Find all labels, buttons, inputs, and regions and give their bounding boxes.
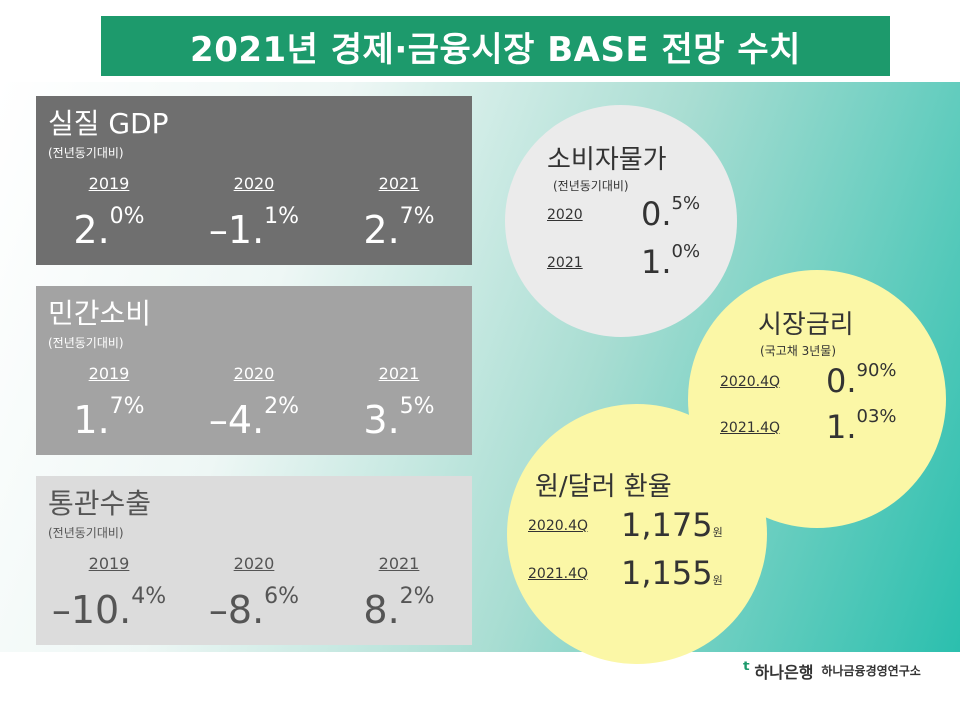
value: –10.4% [51, 584, 167, 632]
value: –8.6% [208, 584, 300, 632]
panel-subtitle: (전년동기대비) [48, 526, 124, 540]
value: 0.5% [641, 193, 701, 233]
value: 1,155원 [621, 554, 723, 592]
year-label: 2021.4Q [720, 420, 781, 436]
circle-title: 소비자물가 [547, 145, 667, 175]
year-label: 2021 [378, 364, 420, 383]
hana-logo-icon: ᵗ [742, 658, 751, 683]
brand-name: 하나은행 [754, 662, 814, 682]
year-label: 2020.4Q [720, 374, 781, 390]
year-label: 2020 [233, 364, 275, 383]
value: 2.7% [363, 204, 435, 252]
page-title: 2021년 경제·금융시장 BASE 전망 수치 [190, 29, 801, 70]
value: 1.7% [73, 394, 145, 442]
value: –1.1% [208, 204, 300, 252]
footer-logo: ᵗ 하나은행 하나금융경영연구소 [742, 658, 921, 683]
panel-title: 통관수출 [48, 487, 152, 520]
year-label: 2019 [88, 554, 130, 573]
value: 0.90% [826, 360, 897, 400]
year-label: 2019 [88, 364, 130, 383]
panel-title: 실질 GDP [48, 107, 169, 140]
value: 1.03% [826, 406, 897, 446]
panel-subtitle: (전년동기대비) [48, 336, 124, 350]
panel-gdp: 실질 GDP (전년동기대비) 2019 2020 2021 2.0% –1.1… [36, 96, 472, 265]
value: 3.5% [363, 394, 435, 442]
circle-subtitle: (국고채 3년물) [760, 344, 837, 358]
title-bar: 2021년 경제·금융시장 BASE 전망 수치 [101, 16, 890, 76]
year-label: 2021.4Q [528, 566, 589, 582]
year-label: 2020.4Q [528, 518, 589, 534]
value: 1,175원 [621, 506, 723, 544]
circle-subtitle: (전년동기대비) [553, 179, 629, 193]
institute-name: 하나금융경영연구소 [821, 664, 921, 678]
year-label: 2020 [233, 174, 275, 193]
year-label: 2021 [378, 554, 420, 573]
value: 8.2% [363, 584, 435, 632]
circle-title: 시장금리 [758, 310, 854, 340]
year-label: 2020 [233, 554, 275, 573]
year-label: 2021 [378, 174, 420, 193]
value: 1.0% [641, 241, 701, 281]
panel-subtitle: (전년동기대비) [48, 146, 124, 160]
year-label: 2019 [88, 174, 130, 193]
panel-exports: 통관수출 (전년동기대비) 2019 2020 2021 –10.4% –8.6… [36, 476, 472, 645]
circle-title: 원/달러 환율 [535, 472, 672, 502]
circle-cpi: 소비자물가 (전년동기대비) 2020 0.5% 2021 1.0% [505, 105, 737, 337]
circle-fx: 원/달러 환율 2020.4Q 1,175원 2021.4Q 1,155원 [507, 404, 767, 664]
year-label: 2021 [547, 255, 583, 271]
year-label: 2020 [547, 207, 583, 223]
value: 2.0% [73, 204, 145, 252]
panel-title: 민간소비 [48, 297, 152, 330]
panel-consumption: 민간소비 (전년동기대비) 2019 2020 2021 1.7% –4.2% … [36, 286, 472, 455]
value: –4.2% [208, 394, 300, 442]
